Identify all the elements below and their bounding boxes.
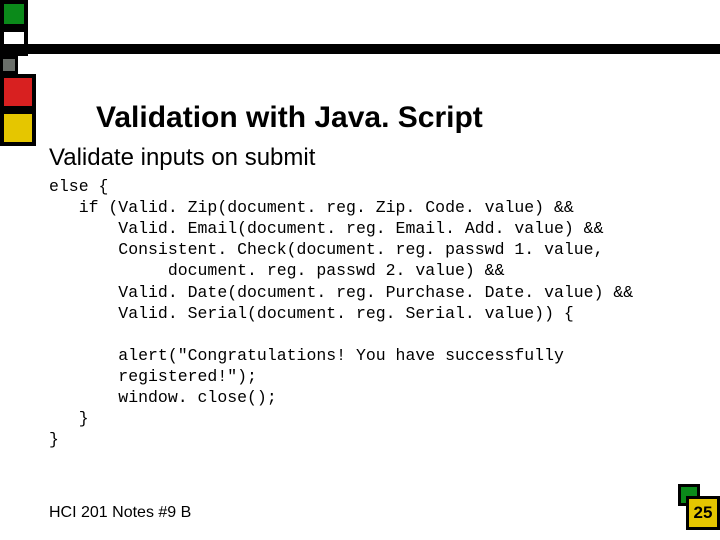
footer-text: HCI 201 Notes #9 B [49,504,191,522]
decorative-square-green-top [0,0,28,28]
slide-subtitle: Validate inputs on submit [49,144,315,172]
slide-title: Validation with Java. Script [96,101,483,135]
code-block: else { if (Valid. Zip(document. reg. Zip… [49,176,633,450]
page-number: 25 [694,503,713,523]
header-bar [0,44,720,54]
decorative-square-gray [0,56,18,74]
page-number-ornament: 25 [674,484,720,530]
decorative-square-yellow [0,110,36,146]
pagenum-square-yellow: 25 [686,496,720,530]
decorative-square-red [0,74,36,110]
